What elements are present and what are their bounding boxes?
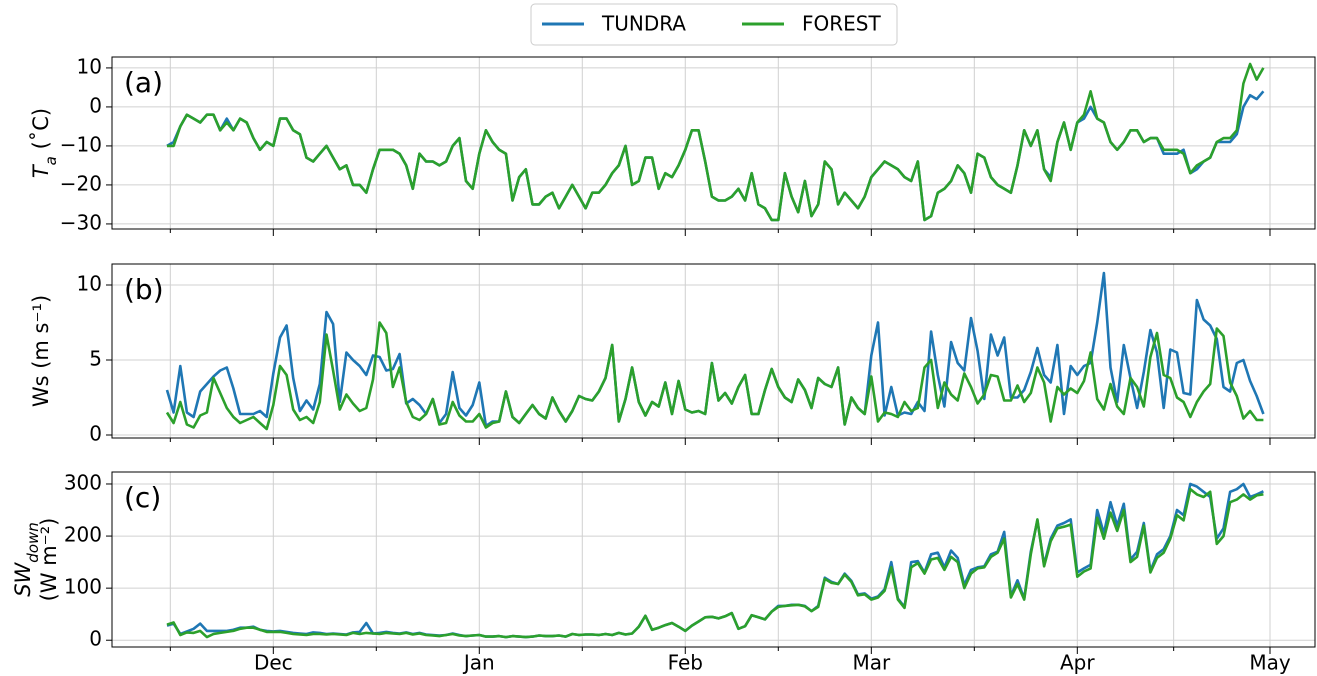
y-tick-label: −30: [60, 210, 102, 234]
x-tick-label: Jan: [462, 651, 495, 675]
x-tick-label: Mar: [852, 651, 891, 675]
legend-label: TUNDRA: [601, 12, 686, 36]
y-axis-label-part: (˚C): [29, 108, 53, 156]
y-tick-label: 200: [64, 523, 102, 547]
y-tick-label: 300: [64, 470, 102, 494]
panel-label: (a): [124, 66, 163, 99]
axes-frame: [111, 471, 1316, 648]
series-line: [166, 487, 1264, 639]
panel-label: (c): [124, 481, 161, 514]
axes-frame: [111, 56, 1316, 230]
y-tick-label: 100: [64, 575, 102, 599]
y-axis-label: Ws (m s⁻¹): [29, 295, 53, 407]
x-tick-label: May: [1249, 651, 1291, 675]
axes-frame: [111, 263, 1316, 439]
x-tick-label: Feb: [668, 651, 703, 675]
x-tick-label: Dec: [254, 651, 293, 675]
x-tick-label: Apr: [1060, 651, 1095, 675]
panel: 0 5 10 (b) Ws (m s⁻¹): [29, 263, 1316, 446]
y-axis-label: SWdown: [11, 522, 42, 597]
series-line: [165, 321, 1264, 431]
y-axis-label-part: SW: [11, 561, 35, 596]
y-axis-label-part: down: [24, 522, 42, 562]
y-tick-label: 10: [77, 54, 102, 78]
y-tick-label: 0: [89, 422, 102, 446]
legend-box: [530, 3, 898, 46]
y-tick-label: 10: [77, 272, 102, 296]
series-line: [167, 62, 1265, 222]
y-tick-label: 0: [89, 93, 102, 117]
legend: TUNDRA FOREST: [530, 3, 898, 46]
legend-label: FOREST: [802, 12, 881, 36]
y-tick-label: 5: [89, 347, 102, 371]
panel: −30 −20 −10 0 10 (a) Ta (˚C): [29, 54, 1316, 236]
y-axis-label: (W m⁻²): [37, 518, 61, 602]
y-axis-label-part: Ws (m s⁻¹): [29, 295, 53, 407]
panel-label: (b): [124, 273, 164, 306]
y-tick-label: −20: [60, 171, 102, 195]
y-tick-label: 0: [89, 627, 102, 651]
y-axis-label-part: T: [29, 163, 53, 178]
y-axis-label: Ta (˚C): [29, 108, 60, 178]
series-line: [166, 482, 1264, 639]
y-tick-label: −10: [60, 132, 102, 156]
y-axis-label-part: a: [42, 156, 60, 165]
panel: 0 100 200 300 Dec Jan Feb Mar Apr May (c) SWdown(W …: [11, 470, 1316, 675]
